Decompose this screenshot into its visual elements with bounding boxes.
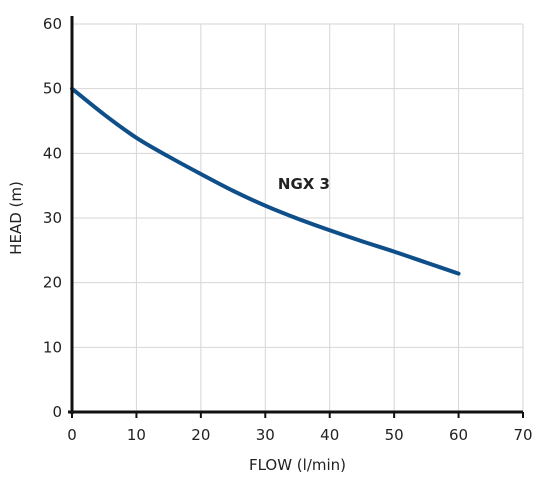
x-tick-label: 50 — [385, 426, 404, 444]
x-tick-label: 60 — [449, 426, 468, 444]
x-tick-label: 70 — [513, 426, 532, 444]
y-tick-label: 0 — [52, 403, 62, 421]
y-axis-label: HEAD (m) — [7, 181, 25, 255]
y-tick-label: 40 — [43, 144, 62, 162]
series-label: NGX 3 — [278, 175, 330, 193]
y-tick-label: 30 — [43, 209, 62, 227]
y-tick-label: 60 — [43, 15, 62, 33]
y-tick-label: 50 — [43, 80, 62, 98]
axes — [68, 16, 523, 414]
x-axis-label: FLOW (l/min) — [249, 456, 346, 474]
x-tick-labels: 0 10 20 30 40 50 60 70 — [67, 412, 533, 444]
series-layer — [70, 86, 461, 276]
x-tick-label: 0 — [67, 426, 77, 444]
y-tick-label: 10 — [43, 338, 62, 356]
x-tick-label: 20 — [191, 426, 210, 444]
y-tick-label: 20 — [43, 274, 62, 292]
grid — [72, 23, 524, 412]
y-tick-labels: 0 10 20 30 40 50 60 — [43, 15, 62, 421]
x-tick-label: 30 — [256, 426, 275, 444]
series-line-0 — [70, 86, 461, 276]
x-tick-label: 10 — [127, 426, 146, 444]
x-tick-label: 40 — [320, 426, 339, 444]
